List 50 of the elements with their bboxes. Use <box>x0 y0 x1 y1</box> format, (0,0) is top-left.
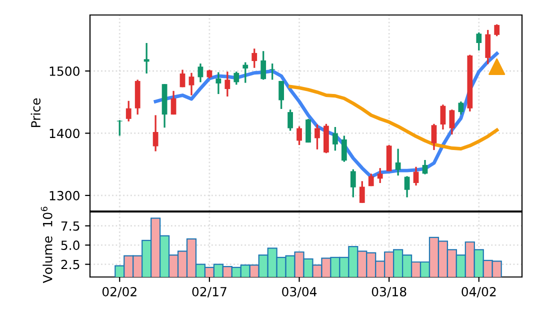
candlestick <box>359 180 365 204</box>
line-series <box>288 84 499 151</box>
candlestick <box>368 172 374 187</box>
candlestick <box>224 70 230 98</box>
candlestick <box>440 104 446 130</box>
candlestick <box>395 148 401 176</box>
candlestick <box>314 124 320 150</box>
y-tick-label: 1500 <box>50 66 80 76</box>
candlestick <box>431 123 437 151</box>
x-tick-label: 03/18 <box>372 286 406 298</box>
candlestick <box>296 126 302 146</box>
y-tick-label: 1400 <box>50 128 80 138</box>
candlestick <box>242 61 248 84</box>
candlestick <box>476 32 482 52</box>
y-tick-label: 7.5 <box>61 221 80 231</box>
y-axis-title: Price <box>30 98 40 128</box>
y-axis-title: Volume 10$^{6}$ <box>40 206 52 284</box>
y-tick-label: 1300 <box>50 190 80 200</box>
candlestick <box>234 70 240 86</box>
y-tick-label: 2.5 <box>61 260 80 270</box>
candlestick <box>306 118 311 144</box>
candlestick <box>404 175 410 198</box>
candlestick <box>485 29 491 65</box>
candlestick <box>377 167 383 184</box>
candlestick <box>350 168 356 198</box>
x-tick-label: 02/17 <box>192 286 226 298</box>
candlestick <box>458 100 464 116</box>
candlestick <box>413 166 419 186</box>
candlestick <box>198 62 204 84</box>
candlestick <box>188 72 194 96</box>
x-tick-label: 02/02 <box>102 286 136 298</box>
candlestick <box>216 71 222 95</box>
candlestick <box>278 80 284 110</box>
candlestick <box>152 114 158 152</box>
candlestick <box>170 90 176 116</box>
y-tick-label: 5.0 <box>61 240 80 250</box>
x-tick-label: 04/02 <box>462 286 496 298</box>
candlestick <box>252 48 258 69</box>
candlestick <box>341 134 347 163</box>
candlestick <box>449 108 455 136</box>
candlestick <box>260 50 266 81</box>
candlestick <box>332 126 338 152</box>
candlestick <box>126 100 132 122</box>
candlestick <box>180 68 186 88</box>
candlestick <box>144 42 150 74</box>
candlestick <box>288 108 293 132</box>
candlestick <box>494 24 500 37</box>
candlestick <box>270 62 276 81</box>
x-tick-label: 03/04 <box>282 286 317 298</box>
candlestick <box>422 159 428 176</box>
